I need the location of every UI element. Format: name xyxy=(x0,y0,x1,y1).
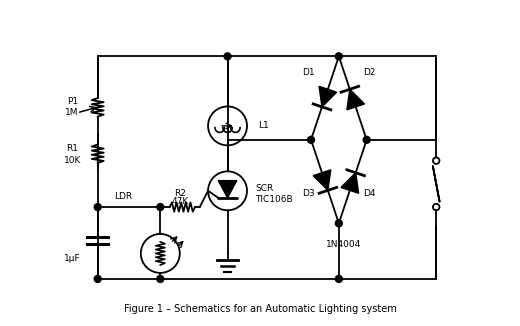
Circle shape xyxy=(307,136,315,143)
Text: D3: D3 xyxy=(302,189,315,198)
Circle shape xyxy=(363,136,370,143)
Text: D1: D1 xyxy=(302,68,315,77)
Polygon shape xyxy=(341,173,359,193)
Text: TIC106B: TIC106B xyxy=(255,195,293,204)
Polygon shape xyxy=(218,181,237,198)
Text: P1: P1 xyxy=(67,97,78,106)
Polygon shape xyxy=(347,89,365,110)
Text: D2: D2 xyxy=(363,68,375,77)
Text: Figure 1 – Schematics for an Automatic Lighting system: Figure 1 – Schematics for an Automatic L… xyxy=(124,304,396,314)
Text: 1M: 1M xyxy=(66,109,79,117)
Text: 1N4004: 1N4004 xyxy=(326,240,361,249)
Text: D4: D4 xyxy=(363,189,375,198)
Circle shape xyxy=(157,275,164,282)
Text: LDR: LDR xyxy=(114,192,132,201)
Text: 1μF: 1μF xyxy=(64,254,81,262)
Polygon shape xyxy=(313,170,331,190)
Polygon shape xyxy=(319,86,336,107)
Circle shape xyxy=(335,275,342,282)
Circle shape xyxy=(335,53,342,60)
Text: L1: L1 xyxy=(258,121,268,130)
Text: R1: R1 xyxy=(66,144,78,153)
Text: 47K: 47K xyxy=(172,197,189,205)
Text: R2: R2 xyxy=(174,189,186,198)
Circle shape xyxy=(157,203,164,211)
Text: SCR: SCR xyxy=(255,184,274,193)
Circle shape xyxy=(94,275,101,282)
Circle shape xyxy=(224,53,231,60)
Text: 10K: 10K xyxy=(63,156,81,165)
Circle shape xyxy=(335,220,342,227)
Circle shape xyxy=(94,203,101,211)
